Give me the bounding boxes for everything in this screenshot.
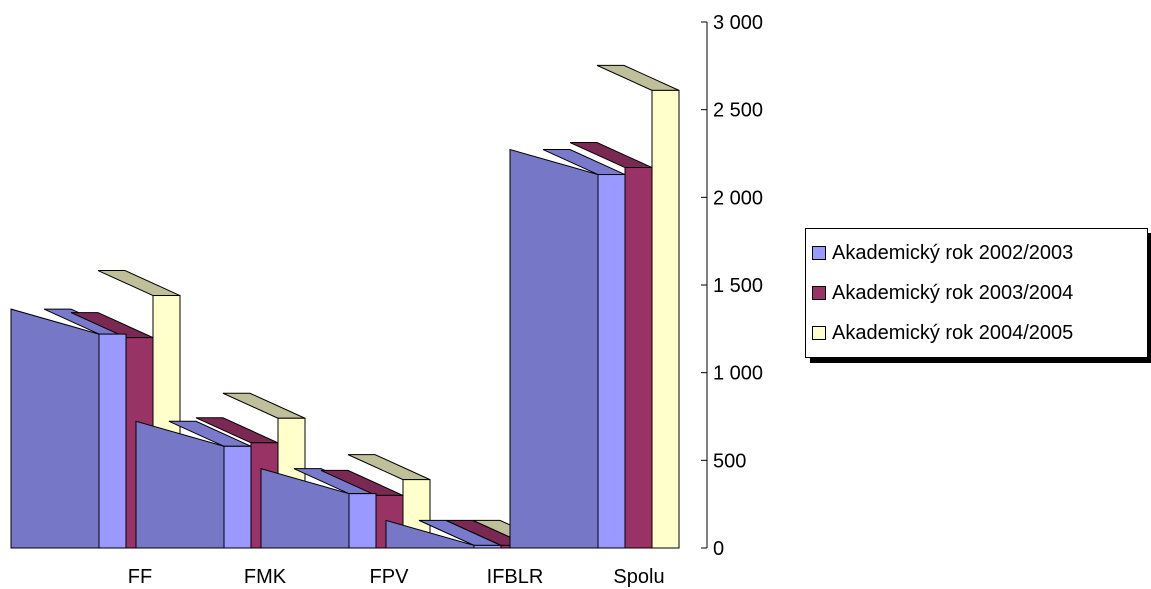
y-tick-label: 2 000 — [713, 187, 763, 209]
y-tick-label: 1 500 — [713, 275, 763, 297]
y-tick-label: 1 000 — [713, 363, 763, 385]
bar-ifblr-0 — [473, 544, 502, 549]
bar-spolu-0 — [597, 174, 626, 549]
bar-fmk-0 — [223, 445, 252, 549]
legend-swatch — [812, 246, 826, 260]
legend-label: Akademický rok 2002/2003 — [832, 241, 1074, 264]
x-tick-label: FPV — [370, 566, 410, 588]
x-tick-label: IFBLR — [487, 566, 544, 588]
legend-item: Akademický rok 2002/2003 — [812, 233, 1147, 273]
x-tick-label: FF — [128, 566, 152, 588]
y-tick-label: 3 000 — [713, 12, 763, 34]
y-tick-label: 500 — [713, 450, 746, 472]
bar-top-ff-2 — [97, 270, 181, 297]
bar-fpv-0 — [348, 493, 377, 549]
x-tick-label: FMK — [244, 566, 287, 588]
legend-label: Akademický rok 2003/2004 — [832, 281, 1074, 304]
legend-item: Akademický rok 2004/2005 — [812, 313, 1147, 353]
bar-top-fmk-2 — [222, 392, 306, 419]
legend-item: Akademický rok 2003/2004 — [812, 273, 1147, 313]
y-tick-label: 2 500 — [713, 100, 763, 122]
legend-swatch — [812, 326, 826, 340]
bar-ff-0 — [98, 333, 127, 549]
bar-side-spolu-0 — [509, 148, 599, 549]
x-tick-label: Spolu — [613, 566, 664, 588]
bar-spolu-2 — [651, 89, 680, 549]
bar-spolu-1 — [624, 167, 653, 549]
y-tick-label: 0 — [713, 538, 724, 560]
legend-swatch — [812, 286, 826, 300]
chart-legend: Akademický rok 2002/2003 Akademický rok 2… — [805, 228, 1148, 358]
bar-top-spolu-2 — [596, 64, 680, 91]
bar-side-ff-0 — [10, 308, 100, 549]
legend-label: Akademický rok 2004/2005 — [832, 321, 1074, 344]
